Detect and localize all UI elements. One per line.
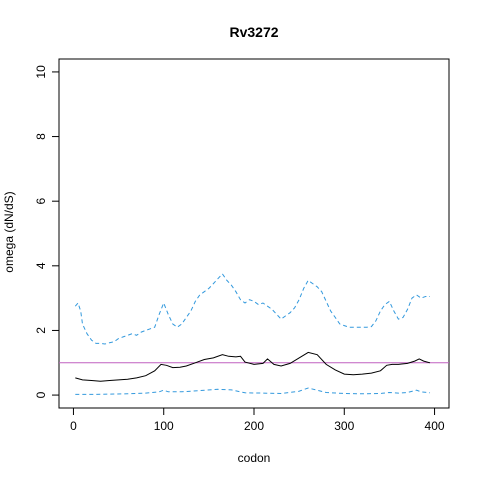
y-tick-label: 2 <box>34 327 48 334</box>
chart-title: Rv3272 <box>229 24 278 40</box>
y-axis-label: omega (dN/dS) <box>2 191 16 272</box>
y-tick-label: 10 <box>34 65 48 79</box>
y-tick-label: 0 <box>34 391 48 398</box>
x-tick-label: 400 <box>425 419 445 433</box>
y-tick-label: 4 <box>34 262 48 269</box>
y-tick-label: 8 <box>34 133 48 140</box>
x-tick-label: 100 <box>154 419 174 433</box>
plot-frame <box>58 58 450 409</box>
series-line-dashed-1 <box>74 273 430 345</box>
y-tick-label: 6 <box>34 198 48 205</box>
plot-marks: 0 100 200 300 400 0 2 4 6 8 10 <box>34 65 449 433</box>
series-line-dashed-2 <box>75 387 431 395</box>
series-line-solid <box>75 351 431 382</box>
x-tick-label: 300 <box>334 419 354 433</box>
x-axis-label: codon <box>238 451 271 465</box>
x-tick-label: 0 <box>70 419 77 433</box>
x-tick-label: 200 <box>244 419 264 433</box>
